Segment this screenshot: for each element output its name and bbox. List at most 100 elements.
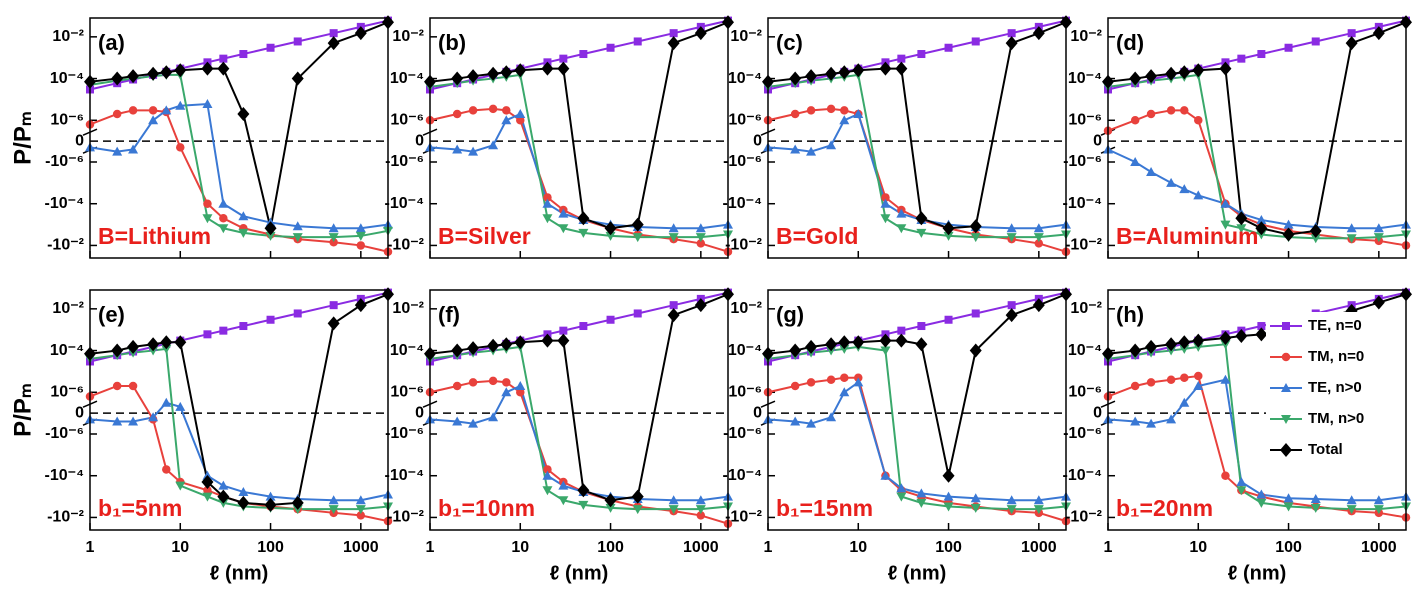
y-tick-label: 0 (415, 132, 424, 149)
marker (606, 43, 615, 52)
marker (218, 224, 229, 234)
marker (201, 61, 214, 76)
x-tick-label: 1000 (683, 539, 719, 556)
marker (1310, 234, 1321, 244)
x-tick-label: 1000 (1361, 539, 1397, 556)
marker (970, 503, 981, 513)
marker (128, 106, 138, 115)
x-tick-label: 1 (1104, 539, 1113, 556)
marker (468, 378, 478, 387)
marker (1373, 223, 1384, 233)
marker (468, 146, 479, 156)
y-tick-label: -10⁻² (1065, 237, 1102, 254)
series-line (89, 293, 389, 506)
marker (578, 500, 589, 510)
marker (111, 343, 124, 358)
marker (1006, 495, 1017, 505)
marker (293, 37, 302, 46)
marker (176, 143, 185, 152)
marker (1194, 371, 1203, 381)
y-axis-label: P/Pₘ (9, 383, 36, 437)
marker (515, 381, 526, 390)
marker (668, 233, 679, 243)
marker (695, 495, 706, 505)
marker (577, 483, 590, 498)
marker (1130, 416, 1141, 426)
marker (148, 106, 158, 115)
marker (175, 100, 186, 110)
marker (558, 224, 569, 234)
x-tick-label: 1 (86, 539, 95, 556)
marker (852, 335, 865, 350)
marker (1221, 471, 1230, 480)
marker (1236, 486, 1247, 496)
panel-letter: (d) (1116, 30, 1144, 55)
marker (667, 308, 680, 323)
marker (916, 498, 927, 508)
marker (355, 231, 366, 241)
marker (916, 228, 927, 238)
y-tick-label: -10⁻⁴ (385, 467, 425, 484)
marker (291, 495, 304, 510)
plot-frame (767, 289, 1067, 531)
marker (579, 50, 588, 59)
marker (161, 344, 172, 354)
marker (1256, 214, 1267, 224)
marker (514, 63, 527, 78)
series-line (429, 384, 729, 502)
marker (896, 483, 907, 493)
marker (668, 495, 679, 505)
panel-letter: (f) (438, 302, 460, 327)
marker (632, 505, 643, 515)
marker (1220, 374, 1231, 384)
marker (1310, 493, 1321, 503)
marker (633, 37, 642, 46)
marker (853, 109, 864, 118)
marker (1309, 223, 1322, 238)
marker (161, 105, 172, 115)
marker (826, 412, 837, 422)
marker (806, 418, 817, 428)
marker (1146, 418, 1157, 428)
marker (695, 233, 706, 243)
marker (696, 511, 706, 520)
marker (916, 488, 927, 498)
marker (790, 381, 800, 391)
y-tick-label: -10⁻² (387, 509, 424, 526)
y-tick-label: 10⁻⁴ (728, 342, 762, 359)
y-tick-label: -10⁻² (725, 237, 762, 254)
marker (1256, 498, 1267, 508)
marker (112, 109, 122, 119)
marker (943, 502, 954, 512)
marker (1006, 505, 1017, 515)
marker (541, 333, 554, 348)
y-tick-label: 0 (75, 132, 84, 149)
marker (1284, 43, 1293, 52)
marker (667, 36, 680, 51)
marker (605, 231, 616, 241)
series-line (1107, 378, 1407, 502)
y-tick-label: 10⁻⁴ (390, 342, 424, 359)
marker (238, 228, 249, 238)
marker (1130, 157, 1141, 166)
marker (1373, 505, 1384, 515)
panel-label: B=Aluminum (1116, 223, 1258, 249)
marker (668, 505, 679, 515)
marker (162, 465, 171, 474)
marker (329, 301, 338, 310)
marker (838, 335, 851, 350)
x-tick-label: 100 (935, 539, 962, 556)
marker (789, 71, 802, 86)
marker (805, 69, 818, 84)
y-tick-label: -10⁻² (47, 509, 84, 526)
series-line (767, 345, 1067, 511)
marker (219, 214, 228, 223)
marker (1346, 495, 1357, 505)
marker (515, 109, 526, 118)
y-tick-label: 10⁻² (52, 300, 84, 317)
marker (1193, 381, 1204, 390)
marker (1129, 71, 1142, 86)
series-line (429, 293, 729, 502)
marker (1005, 36, 1018, 51)
